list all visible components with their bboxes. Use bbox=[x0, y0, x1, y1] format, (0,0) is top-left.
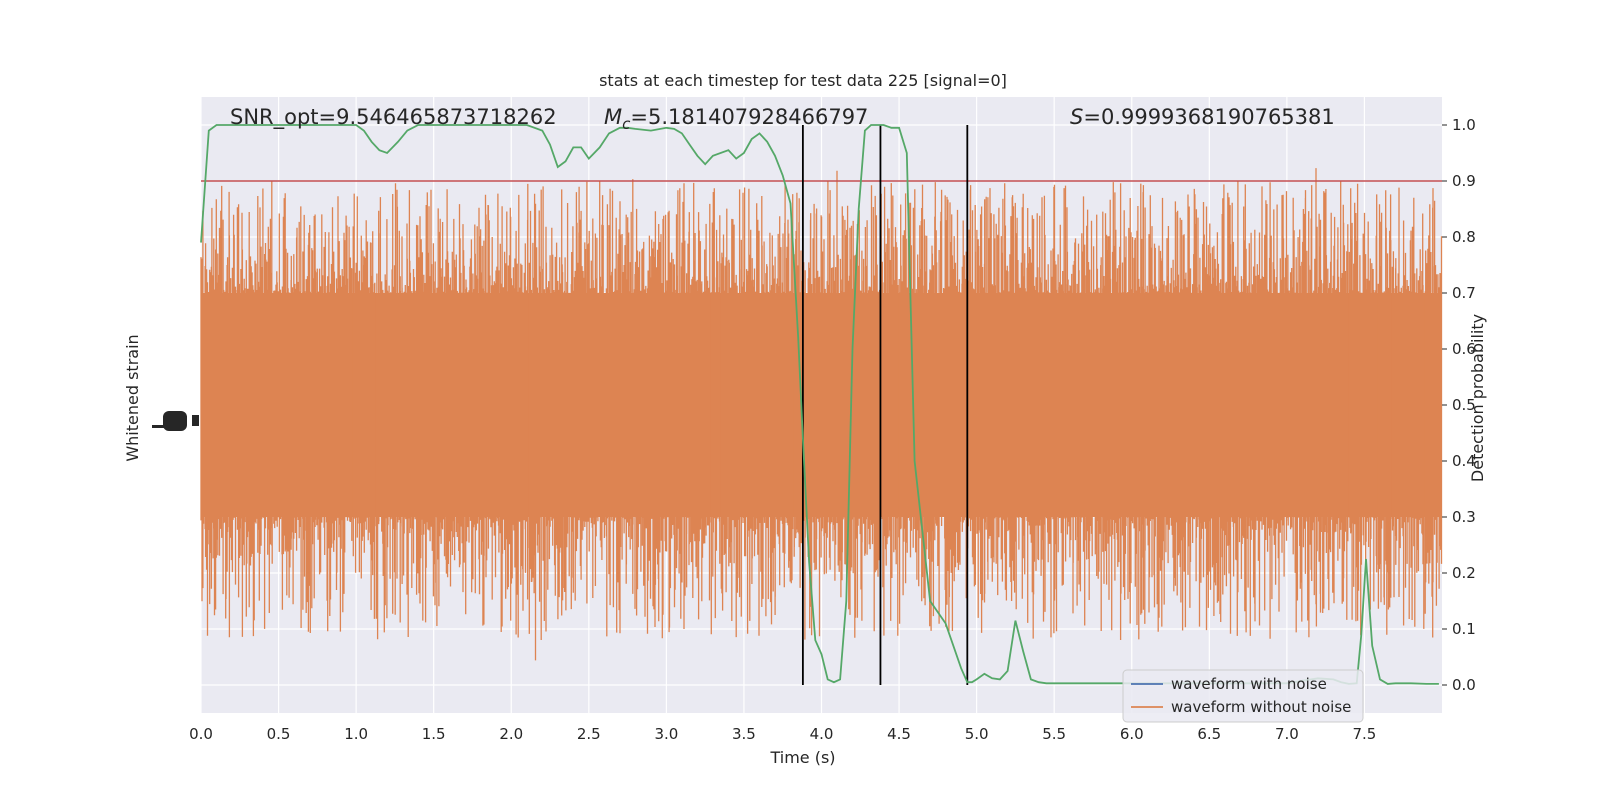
y-tick-label: 0.3 bbox=[1452, 508, 1476, 526]
y-tick-label: 0.8 bbox=[1452, 228, 1476, 246]
left-tick-glyph bbox=[163, 411, 187, 431]
chirp-mass-value: =5.181407928466797 bbox=[630, 105, 868, 129]
right-y-axis-label: Detection probability bbox=[1468, 314, 1487, 482]
left-axis-overlapped-ticks bbox=[152, 411, 199, 431]
y-tick-label: 0.6 bbox=[1452, 340, 1476, 358]
chart-title: stats at each timestep for test data 225… bbox=[599, 71, 1007, 90]
x-tick-label: 7.5 bbox=[1353, 725, 1377, 743]
x-tick-label: 3.5 bbox=[732, 725, 756, 743]
legend-label-without-noise: waveform without noise bbox=[1171, 698, 1351, 716]
x-tick-label: 4.0 bbox=[810, 725, 834, 743]
y-tick-label: 0.5 bbox=[1452, 396, 1476, 414]
x-axis-label: Time (s) bbox=[769, 748, 835, 767]
y-tick-label: 0.1 bbox=[1452, 620, 1476, 638]
chirp-mass-subscript: c bbox=[622, 115, 631, 133]
y-tick-label: 0.9 bbox=[1452, 172, 1476, 190]
x-tick-label: 6.0 bbox=[1120, 725, 1144, 743]
x-tick-label: 1.0 bbox=[344, 725, 368, 743]
left-y-axis-label: Whitened strain bbox=[123, 334, 142, 461]
chirp-mass-symbol: M bbox=[604, 105, 622, 129]
y-tick-label: 0.2 bbox=[1452, 564, 1476, 582]
x-tick-label: 0.5 bbox=[267, 725, 291, 743]
left-tick-glyph bbox=[192, 415, 199, 426]
x-tick-label: 7.0 bbox=[1275, 725, 1299, 743]
legend: waveform with noise waveform without noi… bbox=[1122, 669, 1364, 723]
x-tick-label: 5.5 bbox=[1042, 725, 1066, 743]
significance-annotation: S=0.9999368190765381 bbox=[1070, 105, 1335, 129]
vertical-markers bbox=[801, 125, 969, 685]
snr-annotation: SNR_opt=9.546465873718262 bbox=[230, 105, 557, 130]
x-tick-label: 3.0 bbox=[654, 725, 678, 743]
y-tick-label: 1.0 bbox=[1452, 116, 1476, 134]
y-tick-label: 0.4 bbox=[1452, 452, 1476, 470]
legend-label-with-noise: waveform with noise bbox=[1171, 675, 1327, 693]
significance-symbol: S bbox=[1070, 105, 1083, 129]
x-tick-label: 4.5 bbox=[887, 725, 911, 743]
significance-value: =0.9999368190765381 bbox=[1083, 105, 1334, 129]
legend-box bbox=[1122, 669, 1364, 723]
y-tick-label: 0.0 bbox=[1452, 676, 1476, 694]
chirp-mass-annotation: Mc=5.181407928466797 bbox=[604, 105, 868, 133]
x-tick-label: 5.0 bbox=[965, 725, 989, 743]
x-tick-label: 1.5 bbox=[422, 725, 446, 743]
x-tick-label: 2.5 bbox=[577, 725, 601, 743]
left-tick-glyph bbox=[152, 425, 166, 428]
right-y-axis-ticks: 0.0 0.1 0.2 0.3 0.4 0.5 0.6 0.7 0.8 0.9 1.0 bbox=[1442, 116, 1476, 694]
noise-spikes bbox=[200, 168, 1443, 661]
x-tick-label: 0.0 bbox=[189, 725, 213, 743]
series-waveform-without-noise bbox=[200, 168, 1443, 661]
y-tick-label: 0.7 bbox=[1452, 284, 1476, 302]
x-axis-ticks: 0.0 0.5 1.0 1.5 2.0 2.5 3.0 3.5 4.0 4.5 5.0 5.5 6.0 6… bbox=[189, 725, 1376, 743]
x-tick-label: 6.5 bbox=[1197, 725, 1221, 743]
x-tick-label: 2.0 bbox=[499, 725, 523, 743]
